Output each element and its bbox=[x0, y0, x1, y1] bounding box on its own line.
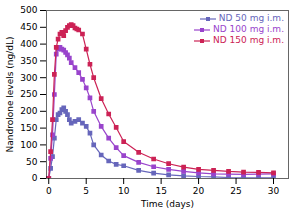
svg-text:450: 450 bbox=[20, 22, 37, 32]
svg-text:200: 200 bbox=[20, 106, 37, 116]
svg-text:Nandrolone levels (ng/dL): Nandrolone levels (ng/dL) bbox=[5, 37, 15, 153]
svg-text:250: 250 bbox=[20, 89, 37, 99]
svg-text:20: 20 bbox=[193, 186, 205, 196]
svg-text:15: 15 bbox=[155, 186, 166, 196]
svg-text:350: 350 bbox=[20, 56, 37, 66]
svg-text:10: 10 bbox=[118, 186, 130, 196]
svg-text:500: 500 bbox=[20, 5, 37, 15]
svg-text:300: 300 bbox=[20, 73, 37, 83]
svg-text:0: 0 bbox=[32, 173, 38, 183]
svg-text:150: 150 bbox=[20, 123, 37, 133]
svg-text:0: 0 bbox=[46, 186, 52, 196]
svg-text:400: 400 bbox=[20, 39, 37, 49]
html-text:ND 150 mg i.m.: ND 150 mg i.m. bbox=[213, 35, 284, 45]
svg-text:5: 5 bbox=[83, 186, 89, 196]
svg-text:Time (days): Time (days) bbox=[140, 199, 194, 209]
html-text:ND 50 mg i.m.: ND 50 mg i.m. bbox=[218, 13, 284, 23]
svg-text:30: 30 bbox=[268, 186, 280, 196]
html-text:ND 100 mg i.m.: ND 100 mg i.m. bbox=[213, 24, 284, 34]
svg-text:100: 100 bbox=[20, 140, 37, 150]
svg-text:50: 50 bbox=[26, 157, 38, 167]
svg-text:25: 25 bbox=[230, 186, 241, 196]
